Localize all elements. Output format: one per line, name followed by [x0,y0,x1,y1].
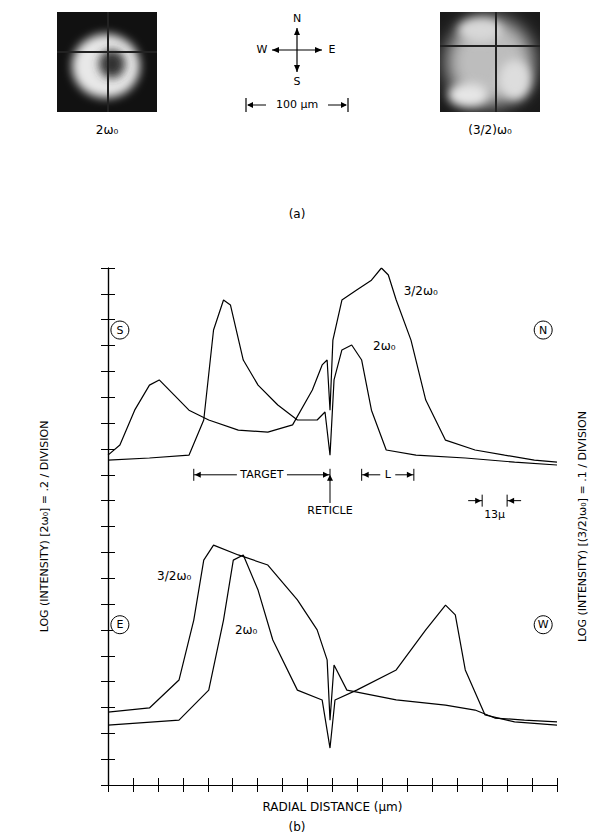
svg-text:2ω₀: 2ω₀ [373,339,396,353]
svg-text:W: W [538,618,549,631]
svg-text:3/2ω₀: 3/2ω₀ [157,569,191,583]
svg-text:E: E [116,618,123,631]
svg-text:N: N [293,12,301,25]
svg-text:W: W [257,43,268,56]
svg-text:RADIAL DISTANCE (μm): RADIAL DISTANCE (μm) [263,800,403,814]
svg-text:13μ: 13μ [484,508,505,521]
svg-text:TARGET: TARGET [239,468,284,481]
svg-text:E: E [329,43,336,56]
svg-text:LOG (INTENSITY) [(3/2)ω₀] = .1: LOG (INTENSITY) [(3/2)ω₀] = .1 / DIVISIO… [576,411,589,642]
svg-text:S: S [116,324,123,337]
svg-text:RETICLE: RETICLE [307,504,352,517]
svg-text:(a): (a) [289,207,306,221]
svg-text:100 μm: 100 μm [276,98,318,111]
svg-text:L: L [385,468,392,481]
svg-text:3/2ω₀: 3/2ω₀ [404,284,438,298]
svg-text:2ω₀: 2ω₀ [96,123,119,137]
svg-text:(3/2)ω₀: (3/2)ω₀ [468,123,512,137]
svg-text:(b): (b) [289,820,306,834]
svg-text:LOG (INTENSITY) [2ω₀] = .2 / D: LOG (INTENSITY) [2ω₀] = .2 / DIVISION [38,421,51,633]
svg-text:S: S [294,75,301,88]
svg-text:2ω₀: 2ω₀ [235,623,258,637]
svg-text:N: N [539,324,547,337]
